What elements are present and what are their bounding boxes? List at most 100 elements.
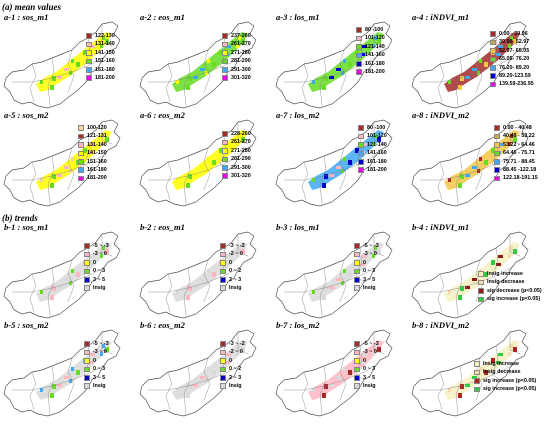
admin-boundary [183,155,191,205]
legend-entry: 151-160 [86,57,115,65]
raster-cluster [40,178,43,182]
raster-cluster [57,384,62,387]
raster-cluster [176,290,179,294]
legend-label: 181-200 [95,75,115,82]
legend-label: 237-260 [231,33,251,39]
map-a-5 [3,119,121,207]
legend-swatch [358,150,364,157]
raster-cluster [76,272,80,277]
legend-swatch [356,44,362,50]
raster-cluster [484,62,488,67]
legend-swatch [220,243,226,249]
raster-cluster [360,263,365,266]
legend-entry: sig decrease (p<0.05) [478,287,542,295]
admin-boundary [12,265,107,293]
legend-swatch [494,142,500,148]
legend-label: Insig increase [487,271,523,277]
raster-cluster [372,254,375,258]
legend-entry: 161-180 [356,60,385,68]
raster-cluster [69,71,72,75]
legend-entry: 281-290 [222,155,251,163]
raster-cluster [324,384,328,389]
raster-cluster [348,160,352,165]
legend-label: 0 [363,259,366,266]
legend-entry: 237-260 [222,32,251,40]
legend-entry: 301-320 [222,172,251,180]
legend-swatch [84,260,90,266]
legend-swatch [494,167,500,173]
legend-entry: 0.00 - 40.48 [494,124,538,132]
raster-cluster [498,353,503,356]
legend-swatch [356,27,362,33]
legend-swatch [222,58,228,65]
legend-entry: 161-180 [86,66,115,74]
map-b-3 [275,231,393,319]
legend-swatch [220,268,226,275]
raster-cluster [83,50,87,55]
region-outline [275,329,393,417]
raster-cluster [312,290,315,294]
raster-cluster [226,255,231,258]
legend-swatch [494,150,500,157]
legend-swatch [358,133,364,140]
legend-label: Insig [229,383,242,390]
section-title-mean-values: (a) mean values [2,2,61,12]
legend-label: 0 [93,259,96,266]
raster-cluster [241,137,245,142]
legend-swatch [78,159,84,165]
region-outline [275,231,393,319]
legend-entry: 88.45 -122.18 [494,166,538,174]
admin-boundary [101,122,113,145]
legend-label: 281-290 [231,58,251,65]
raster-cluster [496,263,501,266]
legend-entry: Insig decrease [474,368,536,376]
raster-cluster [498,143,503,146]
legend-label: 151-160 [95,58,115,65]
map-a-3 [275,21,393,109]
raster-cluster [458,183,462,188]
admin-boundary [319,155,327,205]
admin-boundary [148,363,243,391]
legend-swatch [222,148,228,154]
legend-label: 0 ~ 3 [93,268,106,275]
legend-swatch [354,383,360,389]
admin-boundary [148,55,243,83]
raster-cluster [513,347,517,352]
legend-label: 3 ~ 5 [363,374,376,381]
raster-cluster [100,44,103,48]
legend-entry: 0 ~ 2 [220,365,245,373]
raster-cluster [322,85,326,90]
legend-label: 65.05- 76.20 [499,56,530,63]
raster-cluster [205,281,208,285]
raster-cluster [329,76,334,79]
legend-swatch [222,165,228,171]
map-b-8 [411,329,529,417]
legend-label: 64.46 - 75.71 [503,150,535,157]
legend-label: 141-150 [87,150,107,157]
legend-entry: 76.20- 89.20 [490,64,534,72]
legend-entry: 0.00 - 39.96 [490,30,534,38]
legend-label: 141-150 [95,49,115,56]
region-outline [139,231,257,319]
legend-swatch [86,67,92,73]
raster-cluster [508,44,511,48]
map-b-6 [139,329,257,417]
map-legend: 80 -100 101-120 121-140 141-160 161-180 181-2… [358,124,387,174]
raster-cluster [312,80,315,84]
raster-cluster [508,352,511,356]
legend-entry: 101-120 [358,132,387,140]
legend-label: -3 ~ 0 [93,349,107,356]
admin-boundary [237,24,249,47]
legend-swatch [86,33,92,39]
legend-swatch [222,50,228,56]
legend-entry: 261-270 [222,40,251,48]
raster-cluster [200,68,205,71]
raster-cluster [57,286,62,289]
legend-swatch [84,243,90,249]
legend-label: -5 ~ -3 [93,341,109,347]
legend-swatch [478,288,484,294]
map-legend: 0.00 - 39.96 39.96- 52.97 52.97- 65.05 65.0… [490,30,534,89]
raster-cluster [348,272,352,277]
admin-boundary [509,122,521,145]
